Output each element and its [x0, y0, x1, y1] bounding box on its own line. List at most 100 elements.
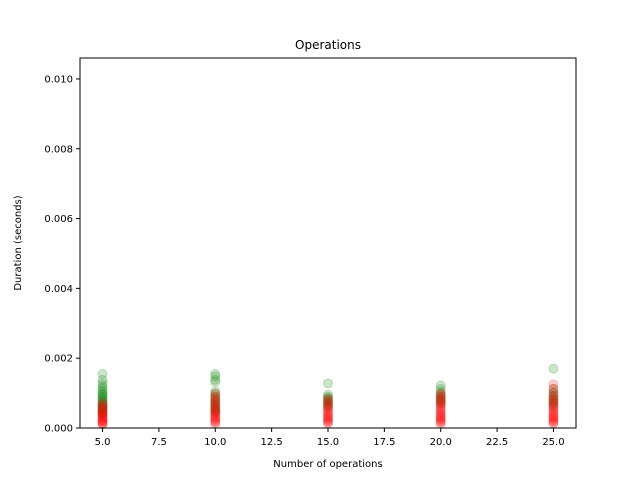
data-point	[435, 417, 446, 428]
data-point	[435, 391, 446, 402]
data-point	[435, 398, 446, 409]
data-point	[323, 413, 333, 424]
data-point	[548, 405, 559, 416]
data-point	[97, 398, 108, 409]
data-point	[435, 394, 446, 405]
data-point	[210, 414, 221, 425]
data-point	[548, 397, 559, 408]
data-point	[210, 405, 221, 416]
x-tick-label: 17.5	[373, 437, 395, 448]
data-point	[548, 398, 559, 409]
data-point	[97, 374, 108, 385]
data-point	[435, 411, 446, 422]
data-point	[435, 405, 446, 416]
data-point	[548, 417, 559, 428]
data-point	[323, 400, 333, 411]
data-point	[323, 410, 333, 421]
data-point	[435, 396, 446, 407]
data-point	[548, 410, 559, 421]
data-point	[210, 391, 221, 402]
data-point	[97, 406, 108, 417]
data-point	[548, 388, 559, 399]
data-point	[97, 405, 108, 416]
data-point	[548, 399, 559, 410]
data-point	[210, 398, 221, 409]
data-point	[323, 411, 333, 422]
data-point	[97, 397, 108, 408]
x-tick-label: 7.5	[151, 437, 167, 448]
data-point	[323, 418, 333, 429]
data-point	[210, 400, 221, 411]
data-point	[435, 380, 446, 391]
data-point	[435, 383, 446, 394]
data-point	[210, 409, 221, 420]
data-point	[97, 387, 108, 398]
x-axis-label: Number of operations	[273, 459, 382, 470]
data-point	[435, 388, 446, 399]
data-point	[435, 409, 446, 420]
data-point	[97, 409, 108, 420]
data-point	[210, 374, 221, 385]
data-point	[435, 389, 446, 400]
y-tick-label: 0.008	[44, 144, 73, 155]
data-point	[97, 392, 108, 403]
data-point	[97, 417, 108, 428]
data-point	[548, 414, 559, 425]
y-tick-label: 0.000	[44, 424, 73, 435]
data-point	[548, 383, 559, 394]
data-point	[323, 405, 333, 416]
data-point	[210, 397, 221, 408]
data-point	[97, 416, 108, 427]
data-point	[210, 386, 221, 397]
data-point	[97, 394, 108, 405]
data-point	[548, 383, 559, 394]
data-point	[323, 395, 333, 406]
data-point	[548, 395, 559, 406]
data-point	[435, 390, 446, 401]
data-point	[210, 403, 221, 414]
data-point	[97, 388, 108, 399]
data-point	[210, 395, 221, 406]
data-point	[97, 402, 108, 413]
y-axis-label: Duration (seconds)	[13, 195, 24, 290]
data-point	[548, 379, 559, 390]
data-point	[97, 402, 108, 413]
data-point	[323, 402, 333, 413]
data-point	[210, 417, 221, 428]
data-point	[97, 411, 108, 422]
data-point	[210, 394, 221, 405]
x-tick-label: 5.0	[95, 437, 111, 448]
data-point	[323, 395, 333, 406]
data-point	[97, 412, 108, 423]
data-point	[210, 413, 221, 424]
data-point	[97, 409, 108, 420]
x-tick-label: 15.0	[317, 437, 339, 448]
data-point	[435, 393, 446, 404]
data-point	[97, 381, 108, 392]
data-point	[210, 416, 221, 427]
data-point	[97, 395, 108, 406]
x-tick-label: 10.0	[204, 437, 226, 448]
data-point	[97, 397, 108, 408]
data-point	[548, 390, 559, 401]
data-point	[323, 399, 333, 410]
data-point	[97, 408, 108, 419]
data-point	[548, 403, 559, 414]
data-point	[97, 406, 108, 417]
data-point	[435, 386, 446, 397]
data-point	[435, 416, 446, 427]
data-point	[435, 410, 446, 421]
data-point	[435, 414, 446, 425]
data-point	[323, 407, 333, 418]
data-point	[210, 407, 221, 418]
data-point	[323, 393, 333, 404]
data-point	[323, 409, 333, 420]
data-point	[97, 399, 108, 410]
data-point	[210, 393, 221, 404]
y-tick-label: 0.004	[44, 284, 73, 295]
data-point	[435, 402, 446, 413]
data-point	[97, 405, 108, 416]
data-point	[548, 393, 559, 404]
data-point	[210, 418, 221, 429]
